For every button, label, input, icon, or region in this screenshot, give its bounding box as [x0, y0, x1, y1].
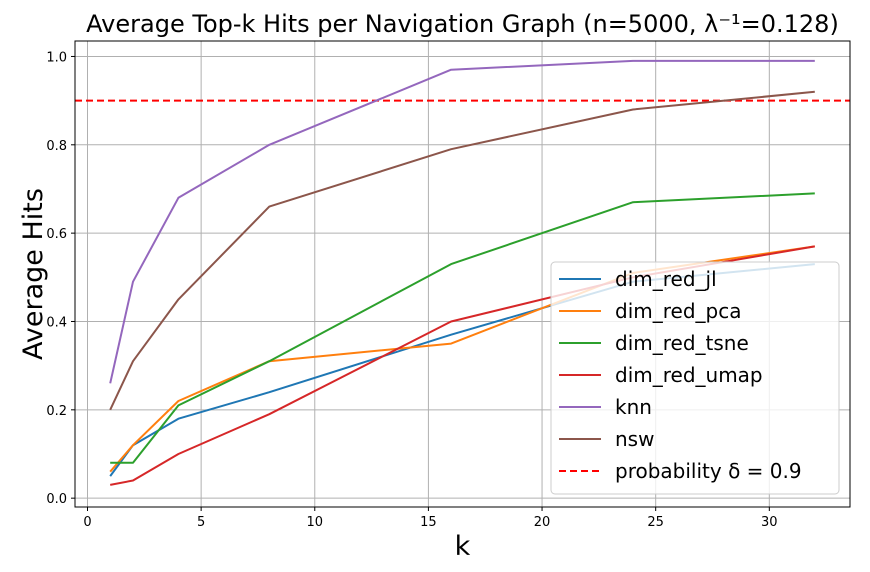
x-tick-label: 0	[83, 515, 91, 530]
y-tick-label: 0.0	[46, 492, 67, 507]
legend: dim_red_jl dim_red_pca dim_red_tsne dim_red…	[550, 261, 840, 495]
y-tick-label: 0.2	[46, 404, 67, 419]
legend-label: knn	[615, 395, 652, 419]
legend-label: dim_red_umap	[615, 363, 763, 387]
legend-label: dim_red_tsne	[615, 331, 749, 355]
y-axis-label: Average Hits	[18, 188, 49, 360]
x-axis-label: k	[455, 531, 471, 562]
series-layer	[109, 59, 815, 486]
chart-title: Average Top-k Hits per Navigation Graph …	[86, 10, 839, 38]
x-tick-label: 10	[306, 515, 323, 530]
series-line-dim-red-tsne	[110, 192, 815, 464]
x-tick-label: 20	[534, 515, 551, 530]
y-tick-label: 1.0	[46, 50, 67, 65]
y-tick-label: 0.4	[46, 315, 67, 330]
legend-label: probability δ = 0.9	[615, 459, 802, 483]
y-tick-label: 0.6	[46, 227, 67, 242]
legend-label: nsw	[615, 427, 654, 451]
legend-label: dim_red_pca	[615, 299, 741, 323]
series-line-nsw	[109, 90, 815, 411]
x-tick-label: 30	[761, 515, 778, 530]
x-tick-label: 25	[647, 515, 664, 530]
x-tick-label: 5	[197, 515, 205, 530]
legend-box	[550, 261, 840, 495]
plot-frame	[74, 40, 851, 508]
x-tick-label: 15	[420, 515, 437, 530]
legend-label: dim_red_jl	[615, 267, 717, 291]
y-tick-label: 0.8	[46, 139, 67, 154]
tick-layer: 0 5 10 15 20 25 30 0.0 0.2 0.4 0.6 0.8 1.0	[46, 50, 777, 530]
series-line-knn	[109, 59, 815, 384]
